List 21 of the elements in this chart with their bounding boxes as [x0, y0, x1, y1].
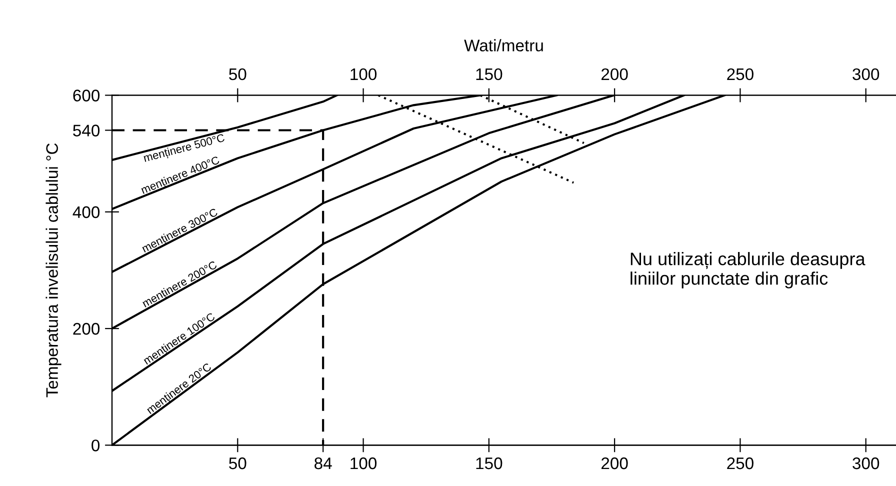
x-tick-label: 200 — [602, 457, 628, 470]
x2-tick-label: 150 — [476, 68, 502, 80]
y-tick-label: 200 — [73, 322, 100, 335]
x-tick-label: 100 — [350, 457, 377, 470]
x2-tick-label: 200 — [602, 68, 628, 80]
x-tick-label: 150 — [476, 457, 502, 470]
x2-tick-label: 300 — [852, 68, 880, 80]
x-tick-label: 300 — [852, 457, 880, 470]
x-tick-label: 84 — [314, 457, 332, 470]
x2-tick-label: 250 — [727, 68, 754, 80]
x2-tick-label: 100 — [350, 68, 377, 80]
y-tick-label: 400 — [72, 206, 100, 218]
x-tick-label: 250 — [727, 457, 754, 470]
x2-axis-title: Wati/metru — [464, 39, 543, 52]
y-tick-label: 0 — [92, 440, 100, 452]
y-axis-title: Temperatura invelisului cablului °C — [46, 143, 62, 398]
y-tick-label: 600 — [73, 90, 100, 102]
annotation: Nu utilizați cablurile deasupra liniilor punctate din grafic — [630, 252, 866, 288]
x-tick-label: 50 — [229, 457, 246, 470]
x2-tick-label: 50 — [229, 68, 246, 80]
y-tick-label: 540 — [73, 124, 100, 136]
